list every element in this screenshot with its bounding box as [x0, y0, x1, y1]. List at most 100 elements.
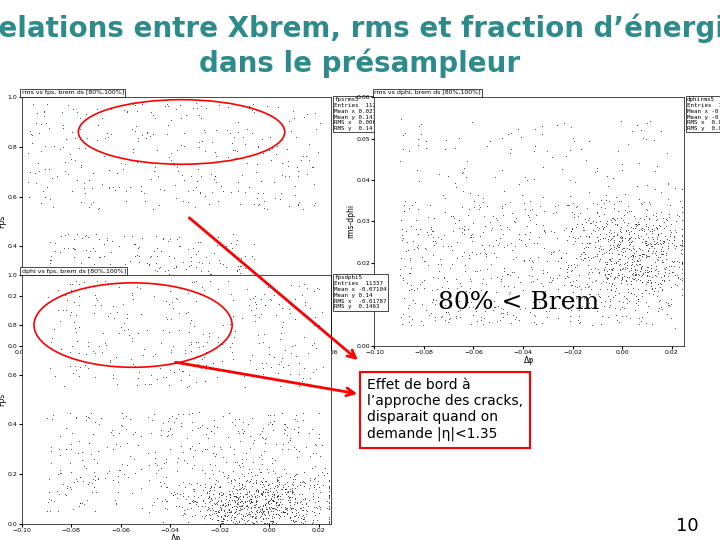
Point [229, 458, 240, 467]
Point [50, 308, 62, 317]
Point [194, 507, 205, 515]
Point [604, 236, 616, 245]
Point [183, 323, 194, 332]
Point [259, 501, 271, 509]
Point [115, 421, 127, 429]
Point [239, 140, 251, 149]
Point [232, 127, 243, 136]
Point [573, 319, 585, 327]
Point [55, 306, 66, 314]
Point [92, 302, 104, 311]
Point [185, 340, 197, 349]
Point [86, 334, 97, 342]
Point [230, 492, 242, 501]
Point [37, 330, 48, 339]
Point [129, 427, 140, 436]
Point [53, 490, 65, 498]
Point [136, 504, 148, 512]
Point [71, 289, 83, 298]
Point [22, 296, 34, 305]
Point [199, 519, 210, 528]
Point [601, 258, 613, 266]
Point [65, 445, 76, 454]
Point [571, 201, 582, 210]
Point [657, 258, 669, 266]
Point [585, 219, 596, 228]
Point [42, 498, 53, 507]
Point [519, 204, 531, 213]
Point [55, 469, 66, 477]
Point [107, 430, 119, 439]
Point [98, 340, 109, 348]
Point [313, 502, 325, 511]
Point [645, 261, 657, 269]
Point [582, 216, 594, 225]
X-axis label: rmsphi: rmsphi [163, 356, 189, 365]
Point [50, 319, 61, 327]
Point [53, 327, 64, 336]
Point [438, 273, 450, 282]
Point [604, 301, 616, 309]
Point [216, 281, 228, 289]
Point [190, 99, 202, 107]
Point [24, 167, 35, 176]
Point [73, 333, 85, 341]
Point [465, 298, 477, 307]
Point [630, 270, 642, 279]
Point [25, 318, 37, 326]
Point [601, 217, 613, 226]
Point [90, 340, 102, 349]
Point [154, 363, 166, 372]
Point [444, 315, 455, 323]
Point [658, 224, 670, 233]
Point [652, 231, 664, 239]
Point [625, 264, 636, 273]
Point [297, 515, 309, 523]
Point [60, 444, 72, 453]
Point [46, 339, 58, 347]
Point [251, 484, 263, 493]
Point [111, 380, 122, 388]
Point [640, 230, 652, 239]
Point [262, 488, 274, 497]
Point [66, 291, 77, 300]
Point [259, 301, 271, 309]
Point [451, 238, 463, 247]
Point [66, 327, 78, 335]
Point [273, 300, 284, 309]
Point [207, 501, 218, 509]
Point [610, 244, 621, 253]
Point [629, 248, 640, 257]
Point [218, 514, 230, 523]
Point [642, 246, 654, 254]
Point [575, 252, 586, 260]
Point [112, 471, 124, 480]
Point [60, 328, 72, 337]
Point [71, 318, 82, 327]
Point [306, 518, 318, 527]
Point [113, 429, 125, 438]
Point [654, 221, 666, 230]
Point [100, 297, 112, 306]
Point [606, 249, 618, 258]
Point [225, 513, 237, 522]
Point [71, 366, 82, 375]
Point [602, 274, 613, 282]
Point [474, 203, 486, 212]
Point [290, 411, 302, 420]
Point [585, 289, 596, 298]
Point [416, 300, 428, 308]
Point [55, 248, 66, 257]
Point [45, 303, 56, 312]
Point [582, 239, 593, 247]
Point [220, 495, 231, 503]
Point [459, 222, 470, 231]
Point [246, 305, 258, 314]
Point [235, 504, 247, 513]
Point [289, 425, 300, 434]
Point [621, 294, 632, 302]
Point [528, 318, 540, 327]
Point [150, 113, 161, 122]
Point [211, 308, 222, 317]
Point [221, 515, 233, 524]
